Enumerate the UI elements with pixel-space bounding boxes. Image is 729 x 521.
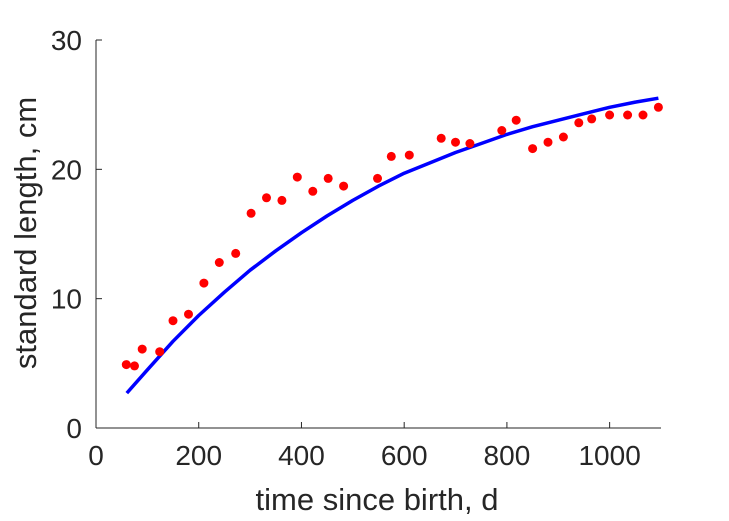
data-point	[451, 137, 460, 147]
data-point	[121, 360, 131, 370]
data-point	[292, 172, 302, 182]
data-point	[262, 193, 271, 203]
data-point	[653, 102, 663, 112]
data-point	[404, 150, 414, 160]
data-point	[339, 181, 349, 191]
fit-curve	[125, 96, 659, 395]
data-point	[155, 347, 165, 357]
data-point	[558, 132, 568, 142]
y-tick-label: 0	[66, 413, 82, 444]
data-point	[543, 137, 553, 147]
data-point	[638, 110, 648, 120]
data-point	[246, 208, 256, 218]
data-point	[323, 173, 333, 183]
data-point	[184, 309, 193, 319]
data-point	[137, 344, 147, 354]
y-tick-label: 30	[51, 25, 82, 56]
x-axis-label: time since birth, d	[256, 482, 499, 517]
data-point	[605, 110, 615, 120]
data-point	[231, 248, 241, 258]
data-point	[623, 110, 633, 120]
y-axis-label: standard length, cm	[8, 97, 43, 369]
data-point	[130, 361, 139, 371]
data-point	[277, 195, 287, 205]
x-tick-label: 200	[175, 440, 222, 471]
data-point	[373, 173, 382, 183]
data-point	[199, 278, 209, 288]
plot-area	[121, 96, 663, 395]
data-point	[168, 316, 178, 326]
x-tick-label: 0	[88, 440, 104, 471]
data-point	[465, 139, 475, 148]
x-tick-label: 1000	[578, 440, 640, 471]
data-point	[214, 258, 224, 267]
x-tick-label: 600	[381, 440, 428, 471]
data-point	[587, 114, 597, 124]
x-tick-label: 800	[484, 440, 531, 471]
data-point	[574, 118, 584, 128]
x-tick-label: 400	[278, 440, 325, 471]
data-point	[511, 115, 521, 125]
data-point	[528, 144, 538, 154]
y-tick-label: 20	[51, 154, 82, 185]
data-point	[386, 151, 396, 161]
data-point	[436, 133, 446, 143]
data-point	[497, 126, 507, 135]
data-point	[308, 186, 318, 196]
y-tick-label: 10	[51, 284, 82, 315]
axes: 0 200 400 600 800 1000 0 10 20 30	[51, 25, 661, 471]
